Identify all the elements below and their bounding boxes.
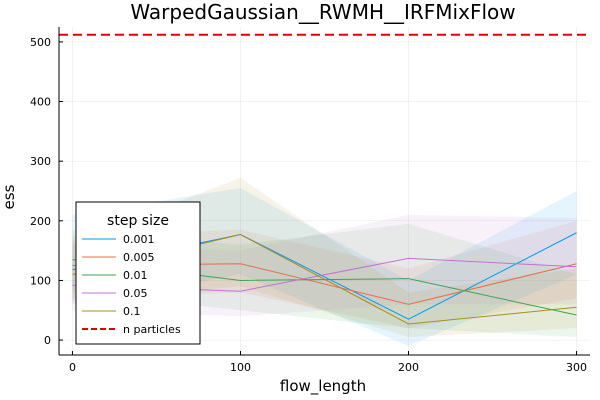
legend: step size 0.001 0.005 0.01 0.05 0.1 n particl…: [75, 201, 201, 345]
axes: [58, 27, 590, 356]
y-tick-label: 0: [44, 334, 51, 347]
legend-label: 0.05: [123, 287, 148, 300]
legend-label: 0.001: [123, 233, 155, 246]
x-tick-label: 200: [398, 361, 419, 374]
y-tick-label: 500: [30, 36, 51, 49]
x-tick-label: 0: [69, 361, 76, 374]
x-tick-label: 300: [566, 361, 587, 374]
x-axis-label: flow_length: [280, 377, 366, 396]
chart-title: WarpedGaussian__RWMH__IRFMixFlow: [130, 0, 515, 24]
legend-title: step size: [107, 213, 169, 229]
y-tick-label: 300: [30, 155, 51, 168]
legend-label: 0.01: [123, 269, 148, 282]
grid: [59, 27, 590, 355]
x-tick-label: 100: [230, 361, 251, 374]
y-axis-label: ess: [0, 184, 18, 209]
y-tick-label: 200: [30, 215, 51, 228]
legend-items: 0.001 0.005 0.01 0.05 0.1 n particles: [82, 233, 181, 336]
legend-box: [75, 201, 201, 345]
y-tick-label: 100: [30, 274, 51, 287]
legend-label: n particles: [123, 323, 181, 336]
legend-label: 0.1: [123, 305, 141, 318]
legend-label: 0.005: [123, 251, 155, 264]
y-tick-label: 400: [30, 96, 51, 109]
tick-labels: 0 100 200 300 0 100 200 300 400 500: [30, 36, 587, 374]
